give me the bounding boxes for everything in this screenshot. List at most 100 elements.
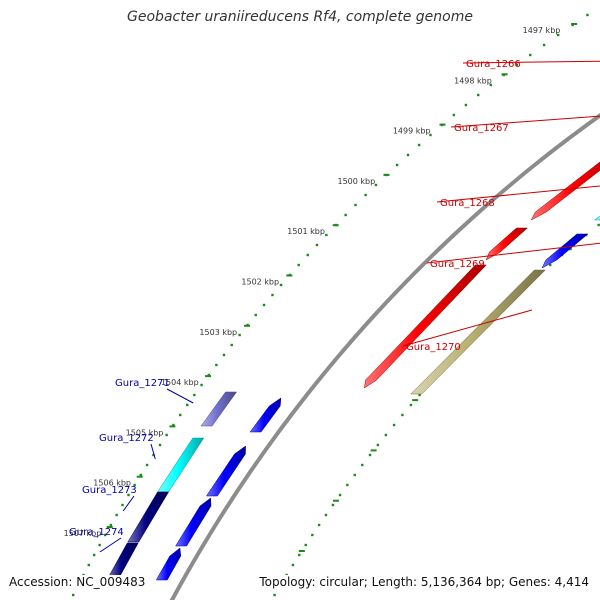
accession-label: Accession: NC_009483 (7, 575, 148, 589)
inner-tick-ring-dot (104, 533, 107, 537)
outer-tick-ring-dot (384, 433, 388, 437)
outer-tick-ring-dot (338, 493, 342, 497)
outer-tick-ring-dot (353, 473, 356, 477)
leader-line (402, 309, 533, 347)
outer-tick-ring-dot (291, 563, 295, 567)
scale-label: 1505 kbp (126, 428, 164, 437)
scale-label: 1498 kbp (454, 76, 492, 85)
scale-label: 1497 kbp (523, 26, 561, 35)
gene-label-gura-1272: Gura_1272 (99, 433, 154, 444)
outer-tick-ring-dot (392, 423, 396, 427)
scale-label: 1506 kbp (93, 479, 131, 488)
inner-tick-ring-dot (179, 413, 182, 417)
leader-line (166, 388, 194, 404)
inner-tick-ring-dot (395, 163, 399, 167)
inner-tick-ring-dot (186, 403, 189, 407)
outer-tick-ring-dot (409, 403, 413, 407)
inner-tick-ring-dot (127, 493, 130, 497)
inner-tick-ring-dot (72, 593, 75, 597)
gene-1270-arrow (364, 264, 487, 389)
cds-1269-arrow (541, 233, 589, 269)
inner-tick-ring-dot (207, 373, 211, 377)
outer-tick-ring-dot (376, 443, 380, 447)
inner-tick-ring-dot (315, 243, 319, 247)
gene-1272-box (157, 437, 205, 493)
cds-1268-box (593, 215, 600, 221)
gene-label-gura-1274: Gura_1274 (69, 527, 124, 538)
inner-tick-ring-dot (515, 63, 519, 67)
outer-tick-ring-dot (361, 463, 364, 467)
leader-line (99, 537, 122, 553)
inner-tick-ring-dot (139, 473, 142, 477)
gene-1273-arrow (175, 497, 212, 547)
inner-tick-ring-dot (152, 453, 155, 457)
inner-tick-ring-dot (158, 443, 162, 447)
gene-1269-arrow (485, 227, 529, 261)
inner-tick-ring-dot (279, 283, 283, 287)
scale-label: 1501 kbp (287, 227, 325, 236)
inner-tick-ring-dot (115, 513, 118, 517)
inner-tick-ring-dot (344, 213, 347, 217)
topology-label: Topology: circular; Length: 5,136,364 bp… (257, 575, 591, 589)
gene-label-gura-1269: Gura_1269 (430, 259, 485, 270)
gene-1274-arrow (155, 547, 182, 581)
outer-tick-ring-dot (311, 533, 314, 537)
inner-tick-ring-dot (586, 13, 589, 17)
inner-tick-ring-dot (215, 363, 218, 367)
gene-1272-arrow (205, 445, 246, 497)
leader-line (450, 115, 600, 128)
outer-tick-ring-dot (273, 593, 276, 597)
outer-tick-ring-dot (401, 413, 404, 417)
inner-tick-ring-dot (193, 393, 196, 397)
inner-tick-ring-dot (374, 183, 378, 187)
inner-tick-ring-dot (121, 503, 124, 507)
gene-1271-arrow (249, 397, 282, 433)
leader-line (436, 185, 600, 203)
inner-tick-ring-dot (417, 143, 421, 147)
leader-line (426, 242, 600, 264)
gene-label-gura-1266: Gura_1266 (466, 59, 521, 70)
inner-tick-ring-dot (254, 313, 257, 317)
inner-tick-ring-dot (464, 103, 468, 107)
outer-tick-ring-dot (549, 263, 552, 267)
inner-tick-ring-dot (262, 303, 266, 307)
inner-tick-ring-dot (364, 193, 367, 197)
leader-line (150, 443, 156, 460)
outer-tick-ring-dot (597, 223, 600, 227)
inner-tick-ring-dot (109, 523, 113, 527)
scale-label: 1499 kbp (393, 127, 431, 136)
inner-tick-ring-dot (489, 83, 493, 87)
inner-tick-ring-dot (452, 113, 456, 117)
inner-tick-ring-dot (477, 93, 480, 97)
outer-tick-ring-dot (324, 513, 328, 517)
inner-tick-ring-dot (133, 483, 136, 487)
scale-label: 1507 kbp (64, 529, 102, 538)
gene-features (107, 161, 600, 581)
inner-tick-ring-dot (556, 33, 560, 37)
outer-tick-ring-dot (317, 523, 321, 527)
outer-tick-ring-dot (304, 543, 307, 547)
gene-label-gura-1267: Gura_1267 (454, 123, 509, 134)
inner-tick-ring-dot (271, 293, 274, 297)
inner-tick-ring-dot (200, 383, 203, 387)
gene-1268-arrow (530, 161, 600, 221)
inner-tick-ring-dot (354, 203, 357, 207)
inner-tick-ring-dot (297, 263, 300, 267)
inner-tick-ring-dot (172, 423, 175, 427)
scale-label: 1503 kbp (199, 328, 237, 337)
gene-label-gura-1270: Gura_1270 (406, 342, 461, 353)
inner-tick-ring-dot (529, 53, 532, 57)
gene-labels: Gura_1266 Gura_1267 Gura_1268 Gura_1269 Gura… (69, 59, 521, 538)
gene-label-gura-1273: Gura_1273 (82, 485, 137, 496)
inner-tick-ring-dot (145, 463, 149, 467)
inner-tick-ring-dot (222, 353, 226, 357)
inner-tick-ring-dot (165, 433, 168, 437)
inner-tick-ring-dot (325, 233, 328, 237)
outer-tick-ring-dot (298, 553, 301, 557)
inner-tick-ring-dot (230, 343, 233, 347)
inner-tick-ring-dot (98, 543, 101, 547)
backbone-arc (169, 113, 600, 600)
outer-tick-ring-dot (368, 453, 372, 457)
outer-tick-ring-dot (346, 483, 349, 487)
